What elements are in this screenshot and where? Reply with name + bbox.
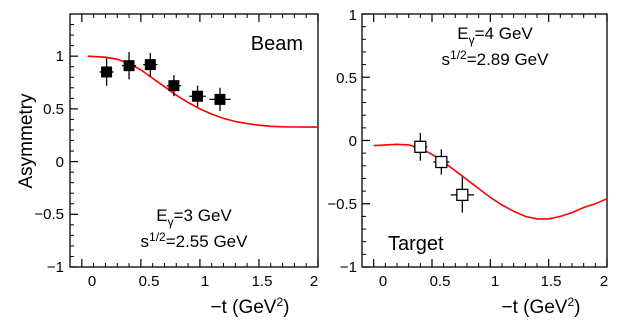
x-tick-label: 0: [379, 273, 387, 290]
y-tick-label: 0.5: [43, 101, 64, 118]
chart-marks: [69, 13, 608, 268]
x-axis-title-target: −t (GeV2): [501, 295, 580, 318]
y-tick-label: 1: [349, 7, 357, 24]
x-tick-label: 1: [201, 273, 209, 290]
x-tick-label: 2: [310, 273, 318, 290]
panel-target: Target Eγ=4 GeV s1/2=2.89 GeV 0 0.5 1 1.…: [327, 7, 608, 318]
y-axis-target: −1 −0.5 0 0.5 1: [327, 7, 357, 276]
annotation-energy-target: Eγ=4 GeV: [457, 24, 533, 47]
y-tick-label: −0.5: [327, 196, 357, 213]
y-axis-beam: −1 −0.5 0 0.5 1: [34, 48, 64, 276]
data-point: [435, 155, 448, 169]
x-tick-label: 0.5: [139, 273, 160, 290]
annotation-sqrt-s-target: s1/2=2.89 GeV: [442, 48, 550, 69]
y-tick-label: 1: [56, 48, 64, 65]
x-axis-target: 0 0.5 1 1.5 2: [379, 273, 608, 290]
panel-beam: Asymmetry Beam Eγ=3 GeV s1/2=2.55 GeV 0 …: [16, 13, 319, 318]
panel-label-beam: Beam: [251, 33, 303, 55]
x-tick-label: 1.5: [252, 273, 273, 290]
x-axis-title-beam: −t (GeV2): [210, 295, 289, 318]
y-tick-label: 0.5: [336, 70, 357, 87]
x-tick-label: 1: [491, 273, 499, 290]
data-point: [168, 80, 180, 92]
x-tick-label: 2: [600, 273, 608, 290]
x-tick-label: 0.5: [430, 273, 451, 290]
y-tick-label: −1: [47, 259, 64, 276]
x-tick-label: 0: [88, 273, 96, 290]
y-tick-label: −0.5: [34, 206, 64, 223]
data-point: [101, 66, 113, 78]
y-tick-label: 0: [56, 154, 64, 171]
y-tick-label: −1: [340, 259, 357, 276]
data-point: [123, 60, 135, 72]
annotation-sqrt-s-beam: s1/2=2.55 GeV: [141, 230, 249, 251]
x-axis-beam: 0 0.5 1 1.5 2: [88, 273, 318, 290]
data-point: [214, 93, 226, 105]
data-point: [414, 140, 427, 153]
panel-label-target: Target: [388, 233, 444, 255]
data-point: [456, 188, 469, 202]
y-axis-title: Asymmetry: [16, 93, 37, 189]
annotation-energy-beam: Eγ=3 GeV: [156, 206, 232, 229]
theory-curve: [373, 143, 608, 220]
x-tick-label: 1.5: [541, 273, 562, 290]
data-point: [192, 90, 204, 102]
data-point: [144, 59, 156, 71]
y-tick-label: 0: [349, 133, 357, 150]
